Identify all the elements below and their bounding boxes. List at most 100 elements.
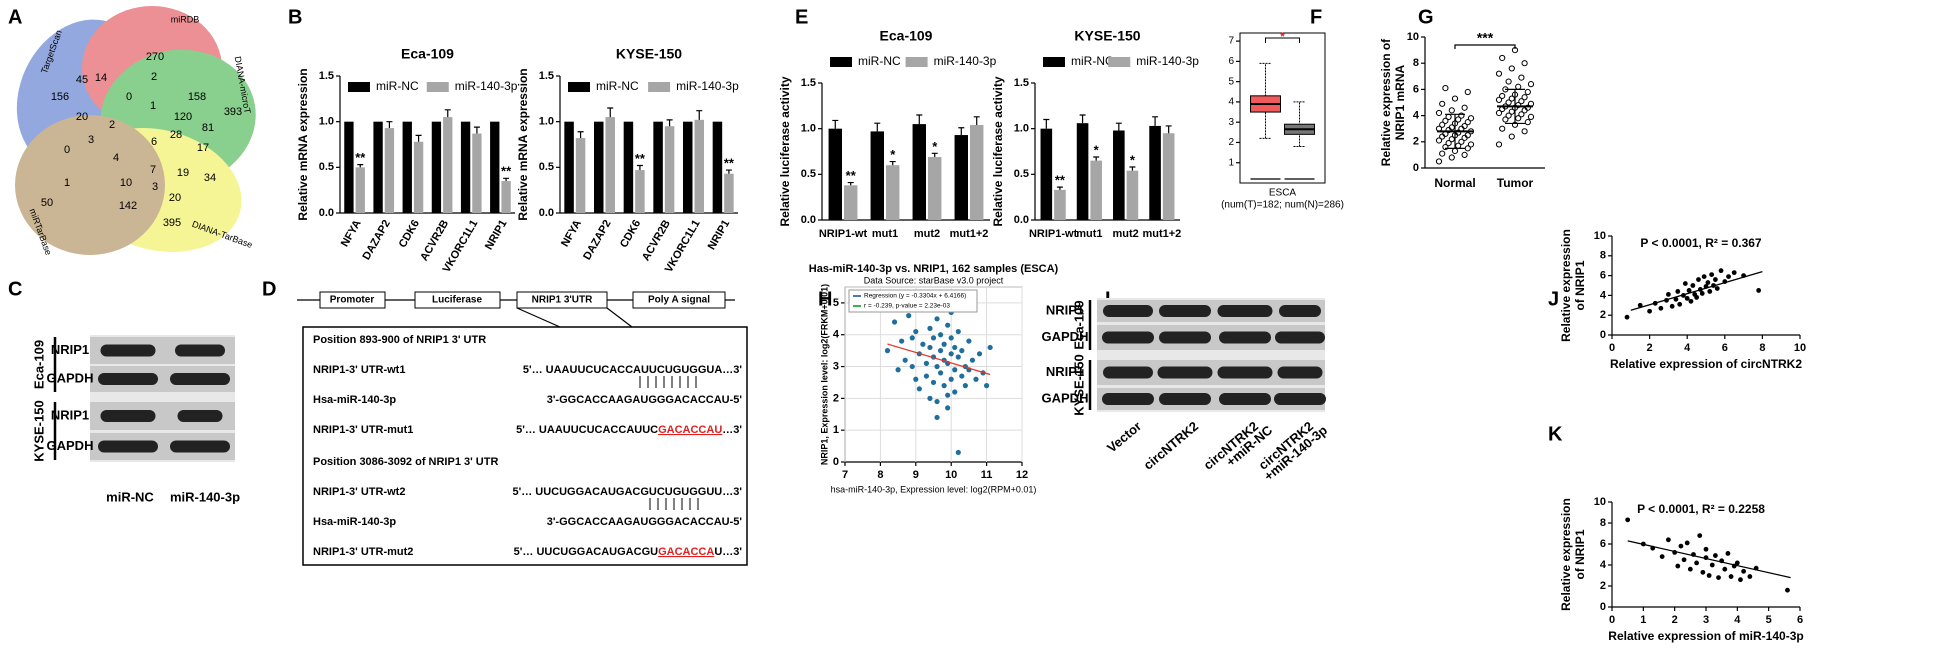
bar (575, 138, 586, 213)
error-bar (1152, 116, 1159, 126)
significance: ** (1055, 173, 1066, 188)
venn-count: 0 (126, 91, 132, 103)
data-point (1464, 145, 1471, 152)
x-axis-label: Relative expression of circNTRK2 (1610, 357, 1802, 371)
x-tick-label: 12 (1016, 469, 1028, 481)
x-tick-label: 9 (913, 469, 919, 481)
blot-band (98, 440, 158, 453)
y-tick-label: 1.5 (801, 77, 816, 89)
x-tick-label: NRIP1-wt (1029, 228, 1078, 240)
data-point (1451, 147, 1459, 155)
blot-row-label: GAPDH (47, 438, 94, 453)
chart-title: KYSE-150 (616, 46, 682, 62)
bar (1162, 133, 1175, 220)
data-point (1518, 111, 1525, 118)
x-tick-label: Normal (1434, 176, 1475, 190)
x-tick-label: 3 (1703, 614, 1709, 626)
data-point (1725, 551, 1731, 556)
error-bar (847, 181, 854, 186)
x-tick-label: Tumor (1497, 176, 1534, 190)
venn-count: 4 (113, 152, 119, 164)
x-tick-label: 2 (1647, 342, 1653, 354)
data-point (934, 414, 940, 421)
venn-count: 156 (51, 91, 69, 103)
data-point (1495, 70, 1503, 77)
legend-label: miR-NC (858, 54, 901, 68)
data-point (1499, 125, 1506, 132)
blot-cell-line: Eca-109 (1071, 300, 1086, 349)
data-point (1686, 288, 1692, 293)
bar (954, 135, 968, 220)
significance: * (1130, 152, 1136, 167)
data-point (1499, 54, 1506, 62)
error-bar (666, 119, 673, 127)
data-point (1709, 562, 1715, 568)
y-tick-label: 0 (1600, 329, 1606, 341)
y-tick-label: 0.0 (539, 207, 554, 219)
legend-label: miR-140-3p (676, 79, 739, 93)
bar (1113, 130, 1125, 220)
data-point (1524, 88, 1531, 96)
sequence: 5'… UUCUGGACAUGACGUGACACCAU…3' (514, 546, 743, 558)
error-bar (931, 152, 938, 157)
site-position: Position 893-900 of NRIP1 3' UTR (313, 334, 486, 346)
data-point (1687, 566, 1693, 572)
x-tick-label: DAZAP2 (360, 218, 392, 262)
y-tick-label: 8 (1600, 517, 1606, 529)
data-point (959, 373, 965, 379)
data-point (1505, 78, 1512, 85)
sequence-name: NRIP1-3' UTR-wt2 (313, 486, 405, 498)
data-point (1508, 133, 1515, 140)
data-point (1521, 60, 1528, 67)
y-tick-label: 1 (833, 424, 839, 436)
blot-band (1159, 305, 1211, 317)
data-point (1461, 122, 1468, 130)
bar (460, 121, 471, 213)
data-point (1464, 88, 1471, 96)
data-point (913, 376, 919, 382)
y-axis-label: Relative expression of (1379, 38, 1393, 166)
y-axis-label: Relative expression (1559, 498, 1573, 611)
chart-title: KYSE-150 (1074, 28, 1140, 44)
data-point (1495, 109, 1503, 117)
y-axis-label: Relative luciferase activity (991, 76, 1005, 226)
sequence-box (302, 326, 748, 566)
significance: * (1094, 142, 1100, 157)
data-point (987, 344, 993, 351)
data-point (923, 373, 930, 379)
data-point (945, 405, 951, 411)
y-tick-label: 6 (1600, 270, 1606, 282)
data-point (1439, 100, 1446, 107)
data-point (1524, 104, 1531, 111)
data-point (1675, 289, 1681, 294)
blot-row-label: NRIP1 (51, 407, 89, 422)
venn-count: 393 (224, 106, 242, 118)
significance: * (890, 147, 896, 162)
bar (694, 119, 704, 213)
blot-row-label: NRIP1 (1046, 302, 1084, 317)
data-point (1707, 289, 1713, 294)
error-bar (973, 116, 980, 126)
data-point (934, 316, 940, 322)
x-tick-label: CDK6 (618, 218, 643, 250)
data-point (909, 335, 915, 341)
data-point (1700, 569, 1706, 575)
significance: *** (1477, 30, 1494, 46)
data-point (1677, 301, 1683, 307)
significance-bracket (1265, 37, 1300, 43)
panel-label: F (1310, 6, 1322, 28)
bar (605, 117, 615, 213)
x-tick-label: 6 (1797, 614, 1803, 626)
error-bar (916, 114, 923, 125)
data-point (1728, 574, 1734, 579)
legend-swatch (648, 82, 671, 92)
blot-band (1217, 366, 1273, 379)
data-point (934, 363, 940, 370)
y-tick-label: 1.0 (1014, 123, 1029, 135)
data-point (952, 367, 958, 373)
data-point (966, 338, 972, 344)
x-tick-label: 6 (1722, 342, 1728, 354)
data-point (1458, 112, 1465, 119)
data-point (1505, 112, 1512, 119)
error-bar (725, 169, 732, 174)
